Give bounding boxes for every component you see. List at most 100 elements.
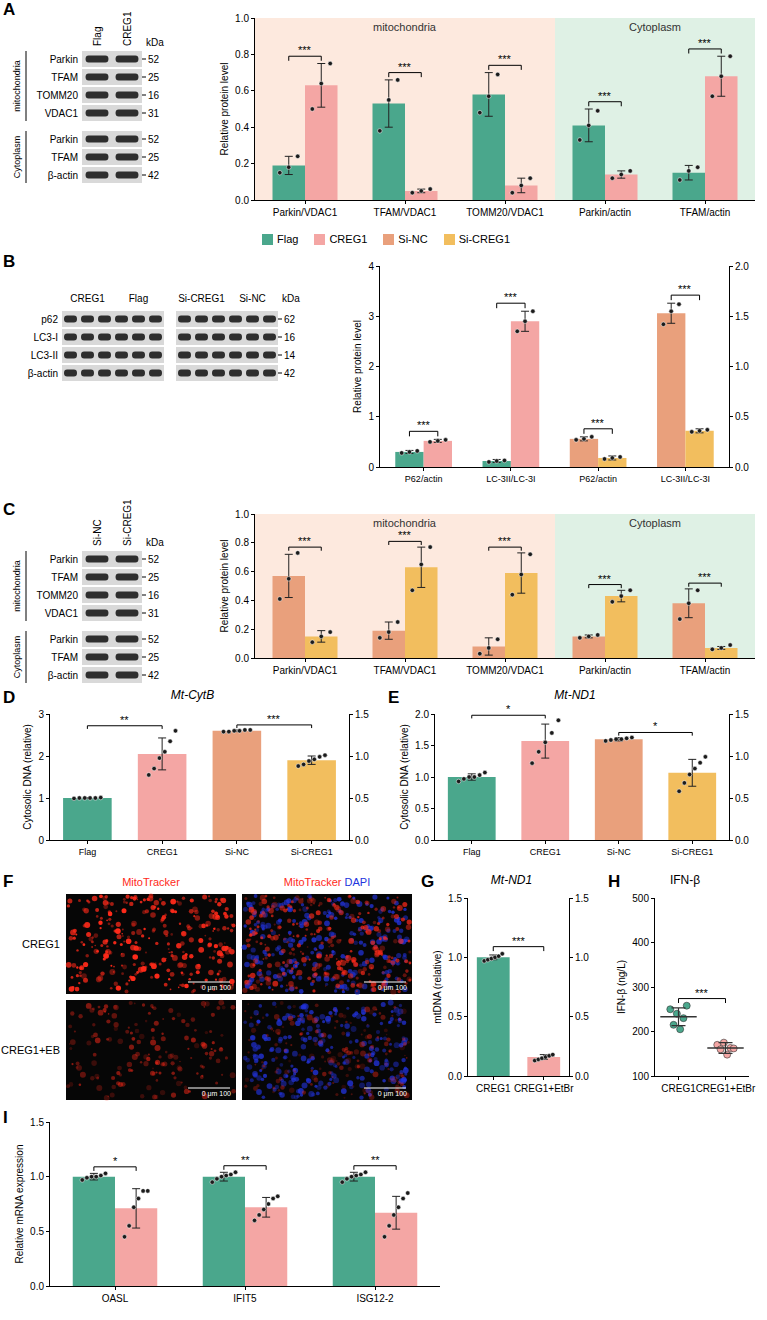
svg-text:CREG1+EtBr: CREG1+EtBr [514, 1083, 574, 1094]
svg-text:Relative protein level: Relative protein level [219, 63, 230, 156]
svg-text:***: *** [398, 529, 412, 541]
svg-text:1.0: 1.0 [235, 13, 249, 24]
svg-text:Flag: Flag [79, 847, 97, 857]
svg-text:4: 4 [368, 261, 374, 272]
svg-text:16: 16 [148, 590, 160, 601]
svg-text:0.6: 0.6 [235, 566, 249, 577]
svg-text:100: 100 [632, 1071, 649, 1082]
svg-text:25: 25 [148, 72, 160, 83]
svg-text:52: 52 [148, 554, 160, 565]
svg-text:CREG1: CREG1 [530, 847, 561, 857]
svg-text:1.0: 1.0 [735, 361, 749, 372]
svg-text:42: 42 [284, 368, 296, 379]
svg-text:***: *** [498, 535, 512, 547]
svg-text:Si-CREG1: Si-CREG1 [178, 293, 225, 304]
svg-text:***: *** [598, 90, 612, 102]
svg-text:0.4: 0.4 [235, 122, 249, 133]
svg-text:IFN-β: IFN-β [670, 873, 700, 887]
svg-text:Cytoplasm: Cytoplasm [12, 636, 22, 679]
svg-text:14: 14 [284, 350, 296, 361]
svg-text:Parkin/VDAC1: Parkin/VDAC1 [273, 665, 338, 676]
svg-text:0.5: 0.5 [735, 793, 749, 804]
svg-text:P62/actin: P62/actin [579, 474, 617, 484]
svg-text:0 μm 100: 0 μm 100 [378, 984, 407, 992]
svg-text:***: *** [698, 37, 712, 49]
svg-text:***: *** [591, 417, 605, 429]
svg-text:1.0: 1.0 [415, 772, 429, 783]
svg-text:0.0: 0.0 [735, 462, 749, 473]
svg-text:0.0: 0.0 [575, 1071, 589, 1082]
svg-text:Flag: Flag [129, 293, 148, 304]
svg-text:β-actin: β-actin [48, 670, 78, 681]
svg-text:Si-CREG1: Si-CREG1 [122, 500, 133, 546]
svg-text:0.0: 0.0 [235, 195, 249, 206]
svg-text:0: 0 [368, 462, 374, 473]
svg-text:62: 62 [284, 314, 296, 325]
svg-text:2.0: 2.0 [735, 261, 749, 272]
svg-text:*: * [653, 720, 658, 732]
svg-text:0 μm 100: 0 μm 100 [378, 1090, 407, 1098]
svg-text:IFN-β (ng/L): IFN-β (ng/L) [616, 960, 627, 1014]
svg-text:Si-NC: Si-NC [239, 293, 266, 304]
svg-text:0 μm 100: 0 μm 100 [202, 984, 231, 992]
svg-text:MitoTracker: MitoTracker [122, 876, 180, 888]
svg-text:CREG1: CREG1 [122, 11, 133, 46]
svg-text:MitoTracker DAPI: MitoTracker DAPI [284, 876, 370, 888]
svg-text:0.5: 0.5 [448, 1011, 462, 1022]
svg-text:0.8: 0.8 [235, 537, 249, 548]
svg-text:CREG1: CREG1 [661, 1083, 696, 1094]
svg-text:Mt-ND1: Mt-ND1 [491, 873, 532, 887]
svg-text:1.0: 1.0 [355, 751, 369, 762]
svg-text:ISG12-2: ISG12-2 [356, 1293, 394, 1304]
svg-text:OASL: OASL [102, 1293, 129, 1304]
svg-text:Parkin/VDAC1: Parkin/VDAC1 [273, 207, 338, 218]
svg-text:1: 1 [38, 793, 44, 804]
svg-text:TFAM: TFAM [51, 72, 78, 83]
svg-text:***: *** [417, 419, 431, 431]
svg-text:Si-CREG1: Si-CREG1 [291, 847, 333, 857]
svg-text:2: 2 [38, 751, 44, 762]
svg-text:400: 400 [632, 937, 649, 948]
svg-text:kDa: kDa [282, 293, 300, 304]
svg-text:Parkin/actin: Parkin/actin [579, 665, 631, 676]
svg-text:Mt-ND1: Mt-ND1 [554, 688, 595, 702]
svg-text:VDAC1: VDAC1 [45, 608, 79, 619]
svg-text:Si-NC: Si-NC [225, 847, 249, 857]
svg-text:**: ** [371, 1154, 380, 1166]
svg-text:CREG1+EB: CREG1+EB [1, 1044, 60, 1056]
svg-text:1.5: 1.5 [575, 893, 589, 904]
svg-text:TOMM20/VDAC1: TOMM20/VDAC1 [466, 665, 544, 676]
svg-text:16: 16 [284, 332, 296, 343]
svg-text:0.2: 0.2 [235, 624, 249, 635]
svg-text:TFAM: TFAM [51, 652, 78, 663]
svg-text:*: * [113, 1155, 118, 1167]
svg-text:0.4: 0.4 [235, 595, 249, 606]
svg-text:β-actin: β-actin [48, 170, 78, 181]
svg-text:kDa: kDa [146, 37, 164, 48]
svg-text:TFAM/actin: TFAM/actin [680, 665, 731, 676]
svg-text:Cytoplasm: Cytoplasm [629, 21, 681, 33]
svg-text:0: 0 [38, 835, 44, 846]
svg-text:***: *** [678, 283, 692, 295]
svg-text:1.5: 1.5 [735, 709, 749, 720]
svg-text:Relative protein level: Relative protein level [352, 320, 363, 413]
svg-text:Flag: Flag [92, 27, 103, 46]
svg-text:mitochondria: mitochondria [373, 517, 437, 529]
svg-text:mitochondria: mitochondria [373, 21, 437, 33]
svg-text:LC3-I: LC3-I [34, 332, 58, 343]
svg-text:3: 3 [368, 311, 374, 322]
svg-text:***: *** [298, 535, 312, 547]
svg-text:Cytosolic DNA (relative): Cytosolic DNA (relative) [22, 724, 33, 830]
svg-text:p62: p62 [41, 314, 58, 325]
svg-text:42: 42 [148, 670, 160, 681]
svg-text:LC-3II/LC-3I: LC-3II/LC-3I [486, 474, 535, 484]
svg-text:TFAM/VDAC1: TFAM/VDAC1 [374, 207, 437, 218]
svg-text:**: ** [241, 1154, 250, 1166]
svg-text:2.0: 2.0 [415, 709, 429, 720]
svg-text:kDa: kDa [146, 537, 164, 548]
svg-text:0.6: 0.6 [235, 85, 249, 96]
svg-text:1.5: 1.5 [415, 740, 429, 751]
svg-text:1.0: 1.0 [575, 952, 589, 963]
svg-text:500: 500 [632, 893, 649, 904]
svg-text:0.5: 0.5 [30, 1226, 44, 1237]
